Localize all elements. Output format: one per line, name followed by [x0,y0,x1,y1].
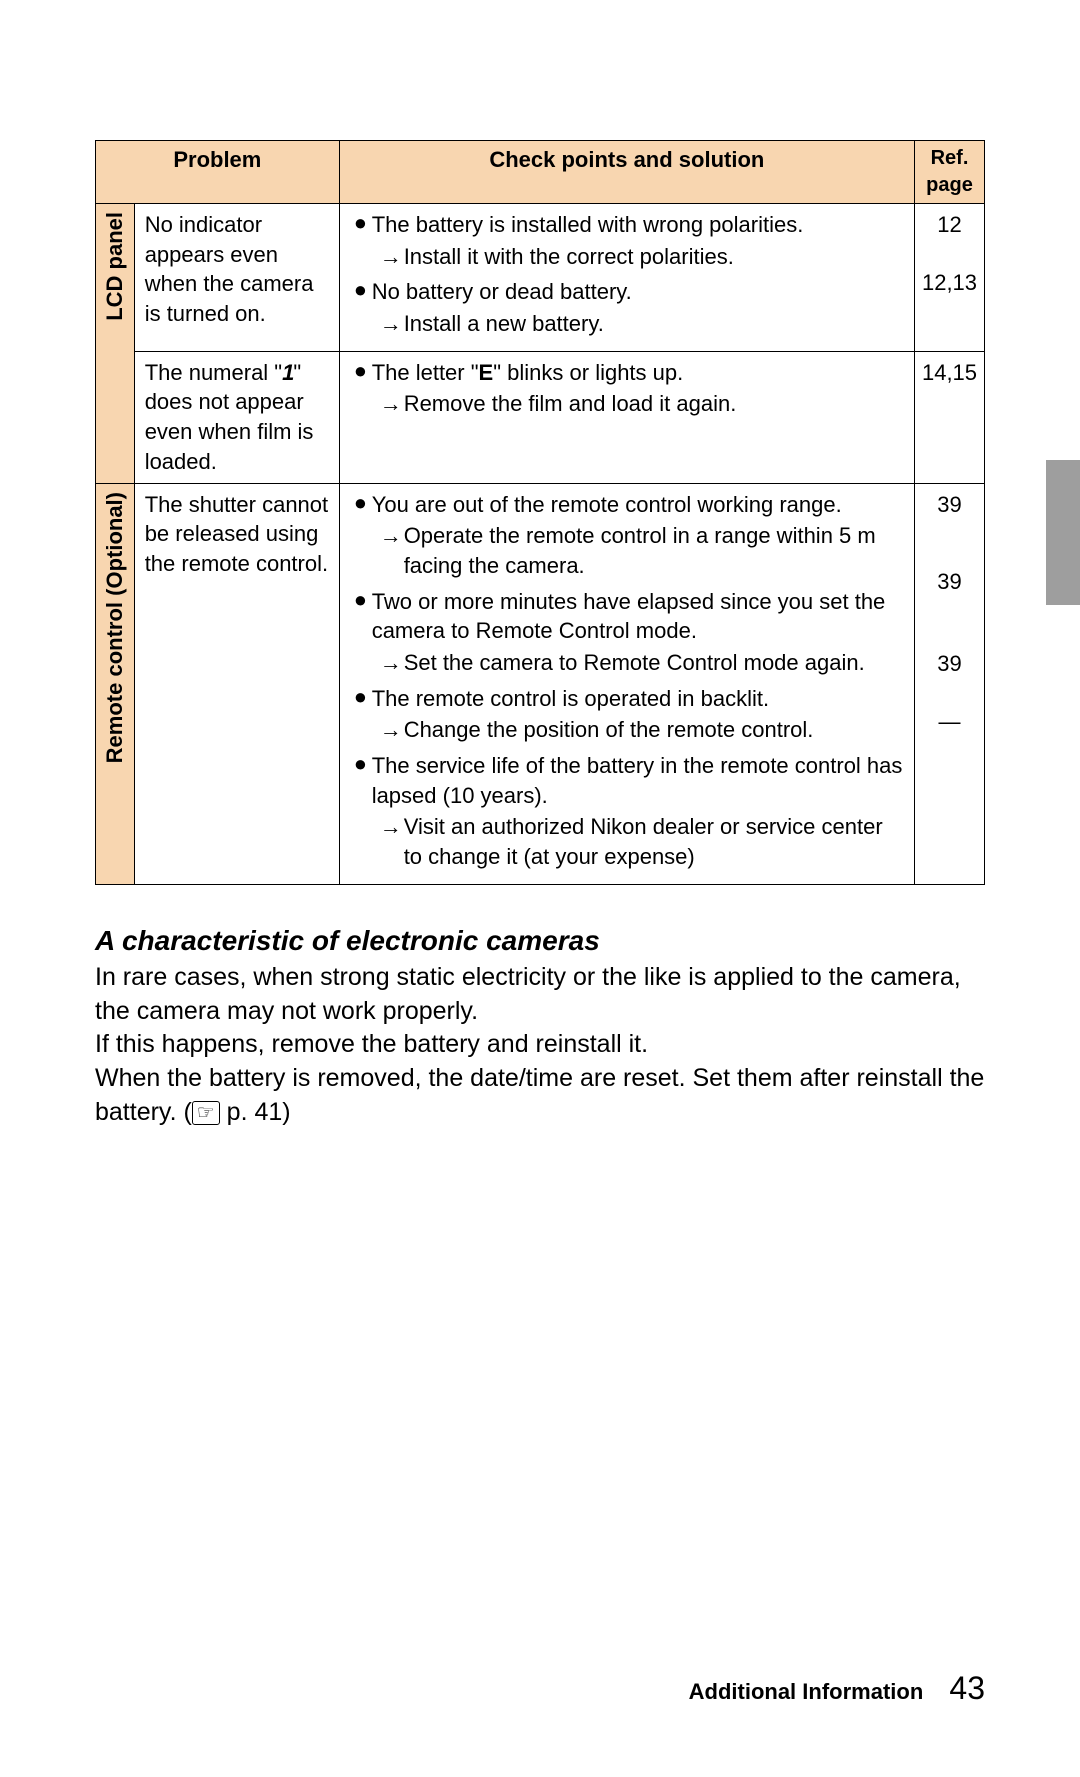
footer-page-number: 43 [949,1670,985,1706]
bullet-icon: ● [354,490,372,516]
ref-cell: 39 39 39 — [915,483,985,884]
bullet-icon: ● [354,358,372,384]
note-section: A characteristic of electronic cameras I… [95,925,985,1130]
solution-text: The battery is installed with wrong pola… [372,210,904,240]
category-remote-label: Remote control (Optional) [100,492,130,763]
problem-cell: No indicator appears even when the camer… [134,204,339,352]
table-row: Remote control (Optional) The shutter ca… [96,483,985,884]
header-problem: Problem [96,141,340,204]
side-thumb-tab [1046,460,1080,605]
ref-page: 14,15 [919,358,980,388]
section-text: p. 41) [220,1098,291,1126]
solution-text: Change the position of the remote contro… [404,715,904,745]
bullet-icon: ● [354,210,372,236]
solution-cell: ●The battery is installed with wrong pol… [339,204,914,352]
solution-text: No battery or dead battery. [372,277,904,307]
ref-cell: 14,15 [915,351,985,483]
bullet-icon: ● [354,684,372,710]
bullet-icon: ● [354,587,372,613]
solution-cell: ●The letter "E" blinks or lights up. →Re… [339,351,914,483]
troubleshooting-table: Problem Check points and solution Ref. p… [95,140,985,885]
solution-text: The remote control is operated in backli… [372,684,904,714]
solution-cell: ●You are out of the remote control worki… [339,483,914,884]
section-text: If this happens, remove the battery and … [95,1030,648,1058]
solution-text: Install a new battery. [404,309,904,339]
section-text: In rare cases, when strong static electr… [95,963,961,1025]
solution-text: Remove the film and load it again. [404,389,904,419]
arrow-icon: → [380,242,404,272]
solution-text: Install it with the correct polarities. [404,242,904,272]
ref-cell: 12 12,13 [915,204,985,352]
solution-text: Operate the remote control in a range wi… [404,521,904,580]
problem-cell: The shutter cannot be released using the… [134,483,339,884]
ref-page: 39 [919,490,980,520]
table-header-row: Problem Check points and solution Ref. p… [96,141,985,204]
solution-text: Set the camera to Remote Control mode ag… [404,648,904,678]
table-row: LCD panel No indicator appears even when… [96,204,985,352]
category-remote: Remote control (Optional) [96,483,135,884]
bullet-icon: ● [354,751,372,777]
solution-text: The letter "E" blinks or lights up. [372,358,904,388]
arrow-icon: → [380,521,404,551]
arrow-icon: → [380,812,404,842]
section-body: In rare cases, when strong static electr… [95,961,985,1130]
ref-page: 39 [919,649,980,679]
problem-cell: The numeral "1" does not appear even whe… [134,351,339,483]
bullet-icon: ● [354,277,372,303]
table-row: The numeral "1" does not appear even whe… [96,351,985,483]
numeral-1-icon: 1 [282,360,293,385]
header-ref: Ref. page [915,141,985,204]
ref-page: 12,13 [919,268,980,298]
hand-pointer-icon: ☞ [192,1101,220,1125]
problem-text: The numeral " [145,360,282,385]
solution-text: The service life of the battery in the r… [372,751,904,810]
footer-section-label: Additional Information [689,1679,924,1704]
page-footer: Additional Information 43 [689,1670,985,1707]
solution-text-part: " blinks or lights up. [493,360,683,385]
arrow-icon: → [380,309,404,339]
solution-text: Visit an authorized Nikon dealer or serv… [404,812,904,871]
ref-page: 12 [919,210,980,240]
solution-text: You are out of the remote control workin… [372,490,904,520]
ref-page: 39 [919,567,980,597]
category-lcd-label: LCD panel [100,212,130,321]
header-solution: Check points and solution [339,141,914,204]
solution-text-part: The letter " [372,360,479,385]
arrow-icon: → [380,389,404,419]
arrow-icon: → [380,648,404,678]
letter-e-icon: E [479,360,494,385]
ref-page: — [919,707,980,737]
section-title: A characteristic of electronic cameras [95,925,985,957]
arrow-icon: → [380,715,404,745]
solution-text: Two or more minutes have elapsed since y… [372,587,904,646]
category-lcd: LCD panel [96,204,135,484]
